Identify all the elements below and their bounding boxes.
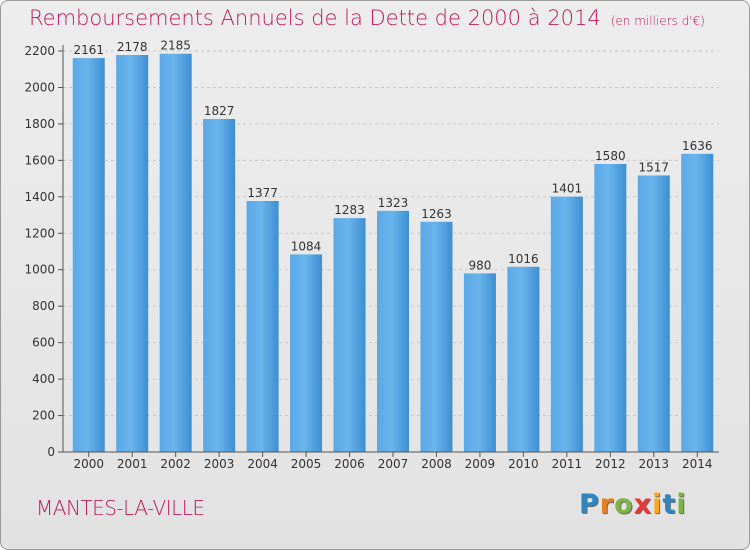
logo-letter: i [652,489,663,520]
bar [681,153,714,452]
bar [333,218,366,452]
x-tick-label: 2004 [247,457,278,471]
chart-title: Remboursements Annuels de la Dette de 20… [29,6,705,30]
bar-value-label: 1636 [682,139,713,153]
logo-letter: t [662,489,677,520]
x-tick-label: 2005 [291,457,322,471]
bar [463,273,496,452]
y-tick-label: 0 [47,445,55,459]
bar-value-label: 1401 [552,182,583,196]
y-tick-label: 800 [32,299,55,313]
x-tick-label: 2014 [682,457,713,471]
bar [246,201,279,452]
bar [72,58,105,452]
x-tick-label: 2013 [639,457,670,471]
bar-value-label: 980 [468,258,491,272]
x-tick-label: 2012 [595,457,626,471]
x-tick-label: 2010 [508,457,539,471]
bar [507,266,540,452]
y-tick-label: 200 [32,409,55,423]
y-tick-label: 2000 [24,80,55,94]
x-tick-label: 2008 [421,457,452,471]
logo-letter: o [614,489,634,520]
bar [637,175,670,452]
x-tick-label: 2006 [334,457,365,471]
bar [159,53,192,452]
chart-subtitle: (en milliers d'€) [610,14,705,28]
bar-value-label: 2185 [160,39,191,53]
bar-value-label: 2178 [117,40,148,54]
bar-value-label: 1263 [421,207,452,221]
y-tick-label: 1400 [24,190,55,204]
bar [377,210,409,452]
y-tick-label: 1600 [24,153,55,167]
y-tick-label: 400 [32,372,55,386]
axis-layer: 0 200 400 600 800 1000 1200 1400 1600 1800 2000 220… [24,44,719,471]
proxiti-logo: Proxiti [579,489,687,520]
bar [420,221,453,452]
bar [203,118,236,452]
x-tick-label: 2003 [204,457,235,471]
x-tick-label: 2002 [160,457,191,471]
logo-letter: i [676,489,687,520]
x-tick-label: 2001 [117,457,148,471]
y-tick-label: 1000 [24,263,55,277]
y-tick-label: 2200 [24,44,55,58]
bar-value-label: 1377 [247,186,278,200]
x-tick-label: 2000 [73,457,104,471]
logo-letter: r [599,489,615,520]
bar [116,55,149,452]
chart-title-text: Remboursements Annuels de la Dette de 20… [29,6,601,30]
y-tick-label: 600 [32,336,55,350]
x-tick-label: 2011 [552,457,583,471]
bar [550,196,583,452]
bar-value-label: 1283 [334,203,365,217]
bar-value-label: 1084 [291,239,322,253]
x-tick-label: 2009 [465,457,496,471]
bar-value-label: 1323 [378,196,409,210]
bar-value-label: 1827 [204,104,235,118]
bar-value-label: 2161 [73,43,104,57]
bar [594,164,627,452]
logo-letter: x [633,489,653,520]
bar-value-label: 1580 [595,149,626,163]
bar-value-label: 1016 [508,252,539,266]
logo-letter: P [579,489,600,520]
bar-layer: 2161 2178 2185 1827 1377 1084 1283 1323 1263 980 1… [72,39,714,452]
bar [290,254,323,452]
bar-value-label: 1517 [639,160,670,174]
x-tick-label: 2007 [378,457,409,471]
y-tick-label: 1200 [24,226,55,240]
y-tick-label: 1800 [24,117,55,131]
city-name: MANTES-LA-VILLE [36,496,205,520]
